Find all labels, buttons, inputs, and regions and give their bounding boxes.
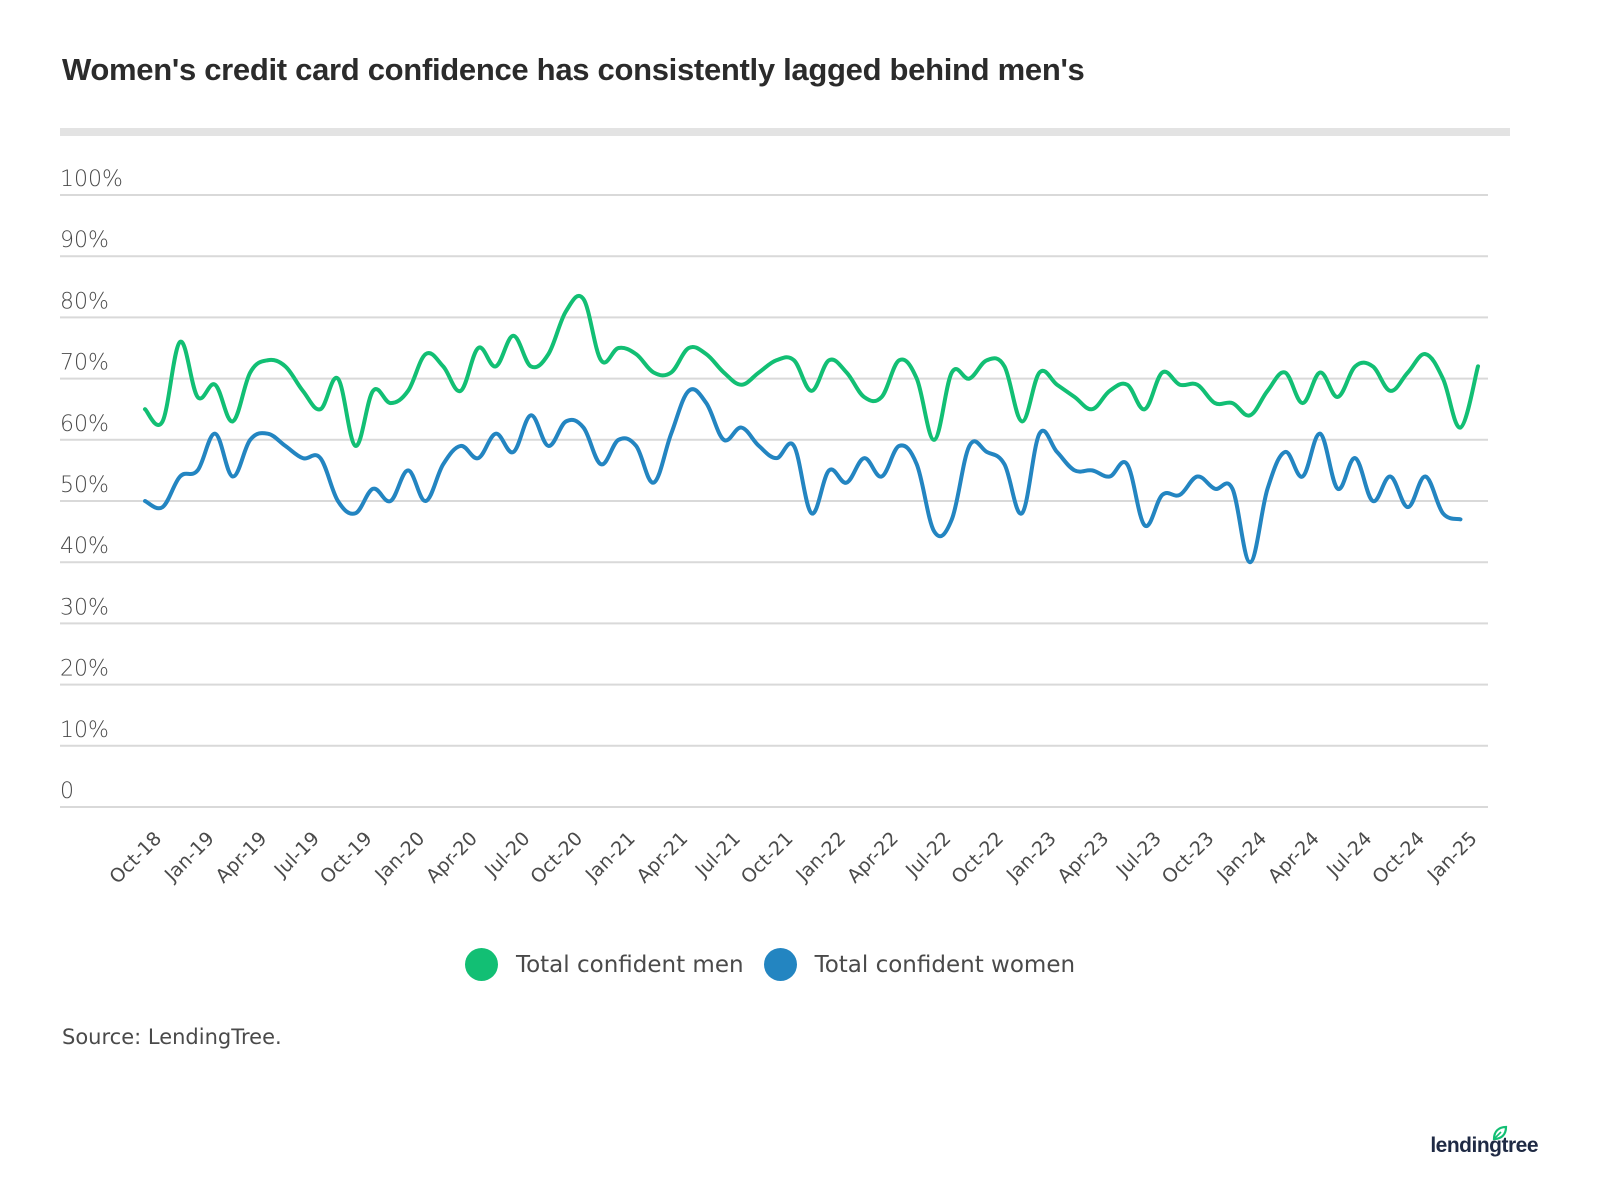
x-tick-label: Oct-23 [1158, 828, 1219, 889]
legend-label-women: Total confident women [814, 951, 1076, 978]
x-tick-label: Apr-22 [843, 828, 903, 888]
x-tick-label: Jan-21 [581, 828, 640, 887]
y-tick-label: 30% [60, 595, 109, 620]
logo-text: lendingtree [1430, 1134, 1538, 1157]
y-tick-label: 40% [60, 534, 109, 559]
y-tick-label: 60% [60, 412, 109, 437]
series-lines [143, 293, 1480, 565]
lendingtree-logo[interactable]: lendingtree [1430, 1125, 1538, 1158]
y-tick-label: 80% [60, 289, 109, 314]
legend-marker-women [763, 948, 797, 981]
y-tick-label: 10% [60, 718, 109, 743]
legend-item-men[interactable]: Total confident men [464, 948, 744, 981]
x-tick-label: Jan-24 [1212, 828, 1271, 887]
gridlines [60, 194, 1488, 808]
x-tick-label: Apr-24 [1264, 828, 1324, 888]
x-tick-label: Jan-19 [160, 828, 219, 887]
y-tick-label: 20% [60, 657, 109, 682]
x-tick-label: Oct-21 [737, 828, 798, 889]
source-note: Source: LendingTree. [62, 1025, 282, 1049]
y-tick-label: 90% [60, 228, 109, 253]
x-tick-label: Jan-25 [1423, 828, 1482, 887]
y-tick-label: 0 [60, 779, 74, 804]
chart-title: Women's credit card confidence has consi… [62, 52, 1085, 87]
x-tick-label: Apr-23 [1053, 828, 1113, 888]
x-tick-label: Jan-23 [1002, 828, 1061, 887]
series-line-men[interactable] [143, 293, 1480, 448]
x-tick-label: Jan-20 [370, 828, 429, 887]
legend-label-men: Total confident men [515, 951, 744, 978]
x-tick-label: Apr-20 [422, 828, 482, 888]
legend: Total confident men Total confident wome… [0, 948, 1540, 981]
x-tick-label: Oct-20 [526, 828, 587, 889]
x-tick-label: Jan-22 [791, 828, 850, 887]
legend-item-women[interactable]: Total confident women [763, 948, 1076, 981]
y-tick-label: 50% [60, 473, 109, 498]
y-tick-label: 100% [60, 167, 123, 192]
y-axis-ticks: 0 10% 20% 30% 40% 50% 60% 70% 80% 90% 100% [60, 167, 123, 804]
x-axis-ticks: Oct-18Jan-19Apr-19Jul-19Oct-19Jan-20Apr-… [105, 828, 1481, 889]
leaf-icon [1493, 1125, 1508, 1141]
x-tick-label: Apr-19 [212, 828, 272, 888]
x-tick-label: Oct-24 [1368, 828, 1429, 889]
series-line-women[interactable] [143, 387, 1463, 565]
legend-marker-men [464, 948, 498, 981]
line-chart: 010%20%30%40%50%60%70%80%90%100% Oct-18J… [60, 167, 1488, 889]
y-tick-label: 70% [60, 351, 109, 376]
x-tick-label: Oct-18 [105, 828, 166, 889]
x-tick-label: Oct-22 [947, 828, 1008, 889]
x-tick-label: Apr-21 [632, 828, 692, 888]
x-tick-label: Oct-19 [316, 828, 377, 889]
title-divider [60, 128, 1510, 136]
